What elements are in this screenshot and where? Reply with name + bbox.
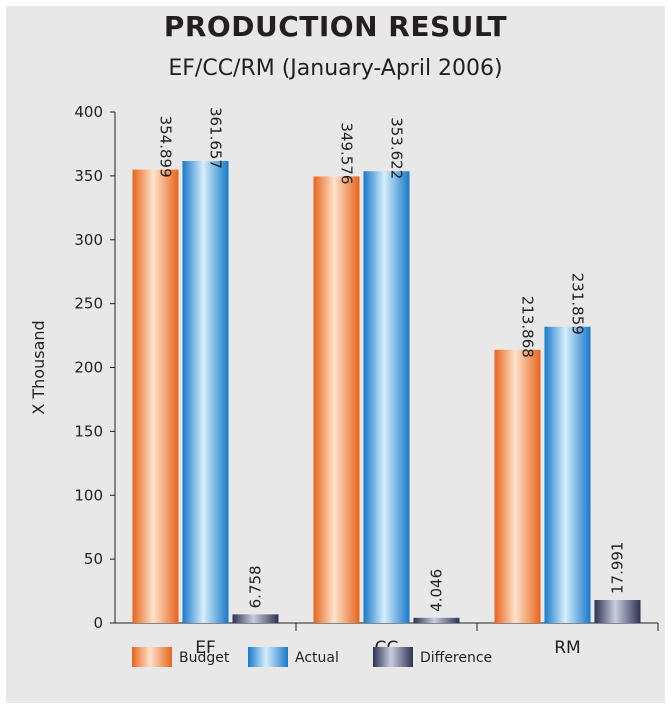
y-tick-label: 0 [93, 614, 103, 632]
y-tick-label: 100 [74, 486, 103, 504]
data-label: 6.758 [247, 565, 265, 608]
y-axis-label: X Thousand [29, 320, 48, 414]
y-tick-label: 250 [74, 295, 103, 313]
bar-budget [132, 169, 179, 624]
chart-title: PRODUCTION RESULT [163, 10, 508, 43]
y-tick-label: 300 [74, 231, 103, 249]
legend-swatch-difference [373, 647, 413, 667]
data-label: 354.899 [157, 116, 175, 178]
legend-label-budget: Budget [179, 650, 230, 666]
data-label: 213.868 [519, 296, 537, 358]
bar-difference [594, 600, 641, 623]
bar-difference [413, 617, 460, 623]
y-tick-label: 200 [74, 359, 103, 377]
x-tick-label: RM [554, 638, 580, 658]
legend-swatch-budget [132, 647, 172, 667]
y-tick-label: 350 [74, 167, 103, 185]
bar-actual [363, 171, 410, 623]
data-label: 17.991 [609, 542, 627, 595]
data-label: 349.576 [338, 122, 356, 184]
bar-budget [313, 176, 360, 623]
y-tick-label: 150 [74, 422, 103, 440]
y-tick-label: 50 [84, 550, 103, 568]
legend-swatch-actual [248, 647, 288, 667]
chart-subtitle: EF/CC/RM (January-April 2006) [168, 56, 503, 81]
bar-actual [544, 326, 591, 623]
bar-difference [232, 614, 279, 623]
legend-label-actual: Actual [295, 650, 339, 666]
data-label: 4.046 [428, 569, 446, 612]
bars [132, 160, 641, 624]
data-label: 361.657 [207, 107, 225, 169]
data-labels: 354.899 361.657 6.758 349.576 353.622 4.046 21… [157, 107, 627, 612]
y-tick-label: 400 [74, 103, 103, 121]
bar-budget [494, 349, 541, 623]
legend: Budget Actual Difference [132, 647, 492, 667]
data-label: 231.859 [569, 273, 587, 335]
legend-label-difference: Difference [420, 650, 492, 666]
bar-actual [182, 160, 229, 623]
data-label: 353.622 [388, 117, 406, 179]
x-tick-label: EF [195, 638, 216, 658]
